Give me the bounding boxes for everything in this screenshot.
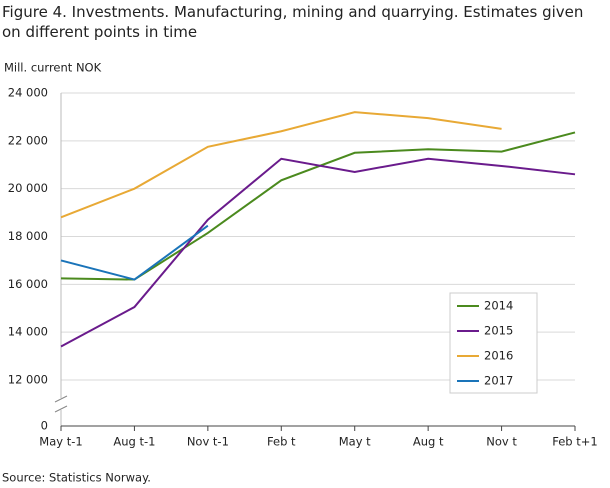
- x-tick-label: Feb t+1: [552, 435, 597, 449]
- y-tick-label: 24 000: [8, 86, 48, 100]
- y-tick-label: 22 000: [8, 133, 48, 147]
- series-line: [60, 111, 502, 219]
- y-tick-label: 16 000: [8, 277, 48, 291]
- legend: 2014 2015 2016 2017: [449, 292, 538, 394]
- y-tick-label: 14 000: [8, 325, 48, 339]
- legend-label: 2017: [484, 374, 513, 388]
- source: Source: Statistics Norway.: [2, 471, 151, 485]
- x-tick-label: Nov t: [486, 435, 517, 449]
- y-tick-label: 20 000: [8, 181, 48, 195]
- x-tick-label: May t: [339, 435, 371, 449]
- axis-break: [54, 405, 68, 413]
- y-tick-label: 0: [41, 419, 48, 433]
- series-line: [60, 131, 576, 281]
- series-line: [60, 224, 209, 281]
- series-line: [60, 157, 576, 348]
- x-tick-label: Aug t-1: [113, 435, 155, 449]
- legend-label: 2015: [484, 324, 513, 338]
- y-tick-label: 12 000: [8, 373, 48, 387]
- legend-box: [449, 292, 538, 394]
- x-tick-label: Feb t: [267, 435, 296, 449]
- x-tick-label: Nov t-1: [187, 435, 229, 449]
- y-axis-label: Mill. current NOK: [4, 61, 102, 75]
- chart-title: Figure 4. Investments. Manufacturing, mi…: [2, 3, 584, 41]
- legend-label: 2014: [484, 299, 513, 313]
- legend-label: 2016: [484, 349, 513, 363]
- x-tick-label: May t-1: [39, 435, 82, 449]
- axis-break: [54, 395, 68, 403]
- x-tick-label: Aug t: [413, 435, 444, 449]
- y-tick-label: 18 000: [8, 229, 48, 243]
